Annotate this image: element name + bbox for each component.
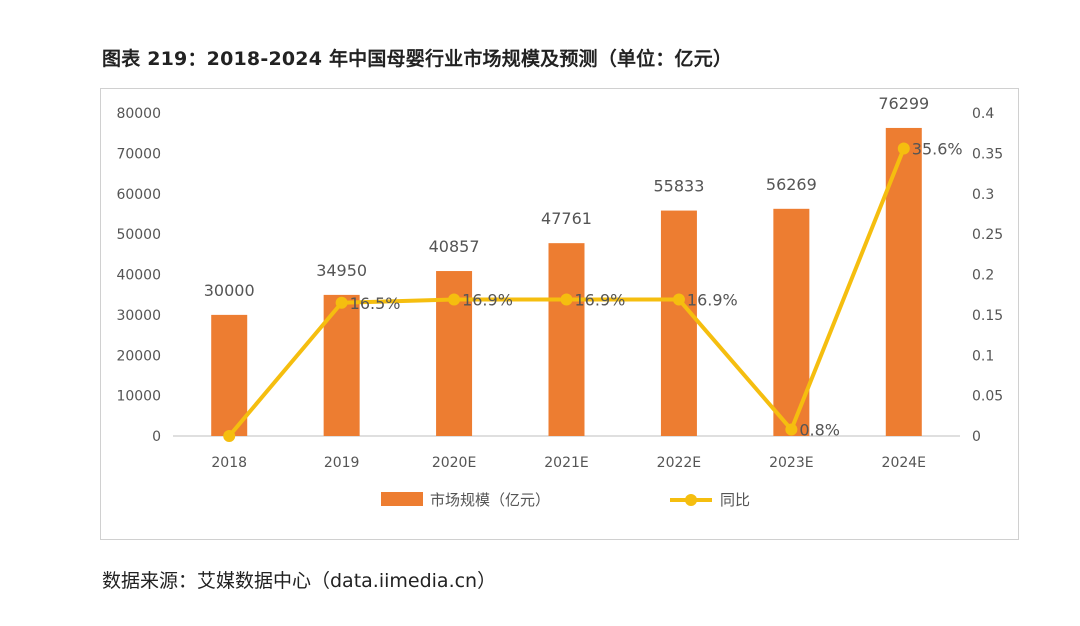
x-tick-label: 2020E [432,455,476,471]
line-data-label: 16.9% [575,291,626,310]
x-tick-label: 2021E [544,455,588,471]
y-right-tick-label: 0.4 [972,106,994,122]
x-tick-label: 2018 [211,455,247,471]
y-right-tick-label: 0.35 [972,146,1003,162]
legend-line-label: 同比 [720,491,750,509]
y-left-tick-label: 10000 [116,389,161,405]
line-point [897,142,910,155]
line-data-label: 35.6% [912,140,963,159]
y-left-tick-label: 0 [152,429,161,445]
line-data-label: 16.9% [462,291,513,310]
y-left-tick-label: 70000 [116,146,161,162]
bar [211,314,248,436]
line-point [335,296,348,309]
y-left-tick-label: 60000 [116,187,161,203]
bar-data-label: 55833 [653,177,704,196]
bar-data-label: 30000 [204,281,255,300]
line-point [448,293,461,306]
legend-line-marker [685,494,697,506]
bar-data-label: 47761 [541,209,592,228]
legend-bar-label: 市场规模（亿元） [430,491,550,509]
y-left-tick-label: 20000 [116,348,161,364]
y-right-tick-label: 0.2 [972,268,994,284]
x-tick-label: 2022E [657,455,701,471]
line-data-label: 16.9% [687,291,738,310]
y-right-tick-label: 0.15 [972,308,1003,324]
x-tick-label: 2019 [324,455,360,471]
line-point [672,293,685,306]
legend-bar-swatch [381,492,423,506]
bar [885,127,922,437]
line-data-label: 16.5% [350,294,401,313]
data-source: 数据来源：艾媒数据中心（data.iimedia.cn） [102,570,497,592]
y-right-tick-label: 0 [972,429,981,445]
bar-data-label: 76299 [878,94,929,113]
y-right-tick-label: 0.1 [972,348,994,364]
chart-title: 图表 219：2018-2024 年中国母婴行业市场规模及预测（单位：亿元） [102,48,733,70]
line-point [785,423,798,436]
bar-data-label: 56269 [766,175,817,194]
y-left-tick-label: 40000 [116,268,161,284]
bar-data-label: 40857 [429,237,480,256]
x-tick-label: 2024E [882,455,926,471]
chart-frame [100,88,1019,540]
line-data-label: 0.8% [799,421,840,440]
bar [660,210,697,436]
y-left-tick-label: 50000 [116,227,161,243]
bar [548,243,585,436]
bar-data-label: 34950 [316,261,367,280]
x-tick-label: 2023E [769,455,813,471]
y-right-tick-label: 0.3 [972,187,994,203]
line-point [223,430,236,442]
line-point [560,293,573,306]
y-left-tick-label: 80000 [116,106,161,122]
y-right-tick-label: 0.05 [972,389,1003,405]
y-left-tick-label: 30000 [116,308,161,324]
y-right-tick-label: 0.25 [972,227,1003,243]
